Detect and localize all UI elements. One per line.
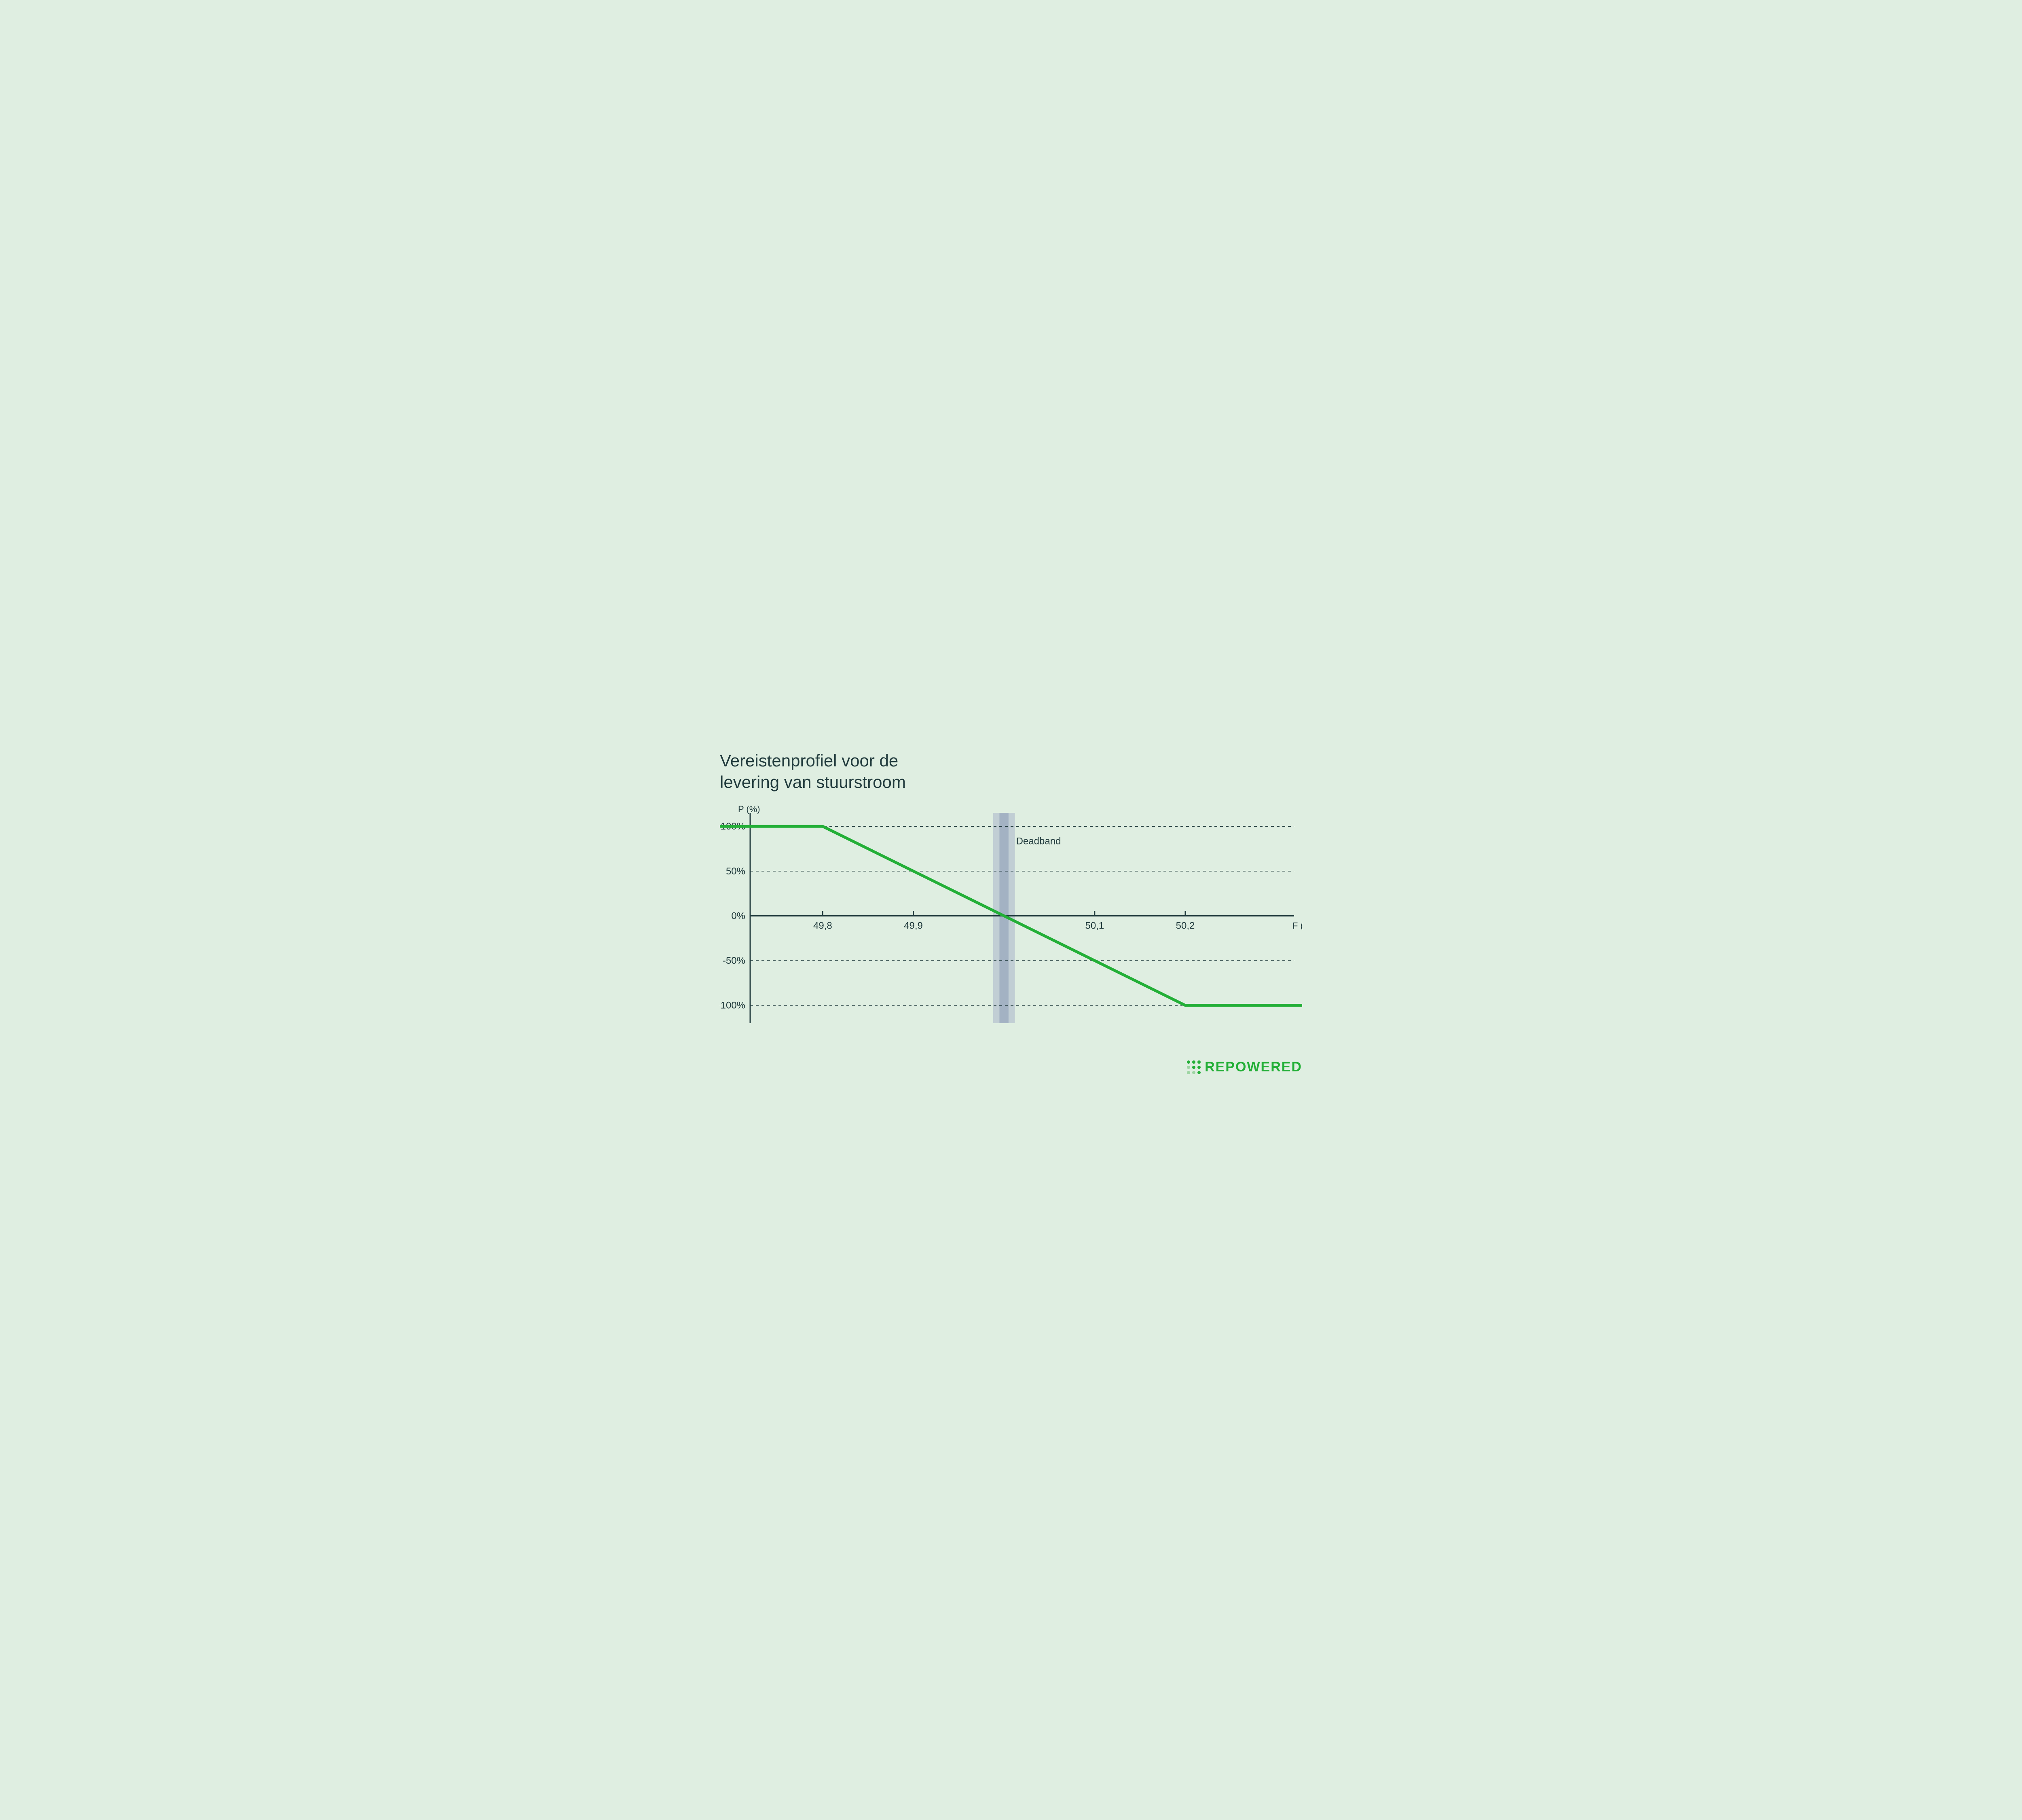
logo-dots-icon <box>1187 1060 1201 1074</box>
svg-text:-100%: -100% <box>720 1000 745 1011</box>
svg-text:F (Hz): F (Hz) <box>1292 921 1302 931</box>
svg-text:49,8: 49,8 <box>813 920 832 931</box>
svg-text:50,1: 50,1 <box>1085 920 1104 931</box>
chart-area: 49,849,950,150,2100%50%0%-50%-100%P (%)F… <box>720 805 1302 1048</box>
logo-text: REPOWERED <box>1205 1059 1302 1075</box>
svg-text:50%: 50% <box>726 866 745 877</box>
svg-text:0%: 0% <box>731 910 745 921</box>
svg-text:-50%: -50% <box>723 955 745 966</box>
svg-text:50,2: 50,2 <box>1176 920 1195 931</box>
line-chart: 49,849,950,150,2100%50%0%-50%-100%P (%)F… <box>720 805 1302 1048</box>
chart-title: Vereistenprofiel voor de levering van st… <box>720 750 906 793</box>
svg-text:49,9: 49,9 <box>904 920 923 931</box>
svg-text:Deadband: Deadband <box>1016 836 1061 847</box>
chart-card: Vereistenprofiel voor de levering van st… <box>687 728 1335 1092</box>
svg-text:P (%): P (%) <box>738 805 760 814</box>
brand-logo: REPOWERED <box>1187 1059 1302 1075</box>
